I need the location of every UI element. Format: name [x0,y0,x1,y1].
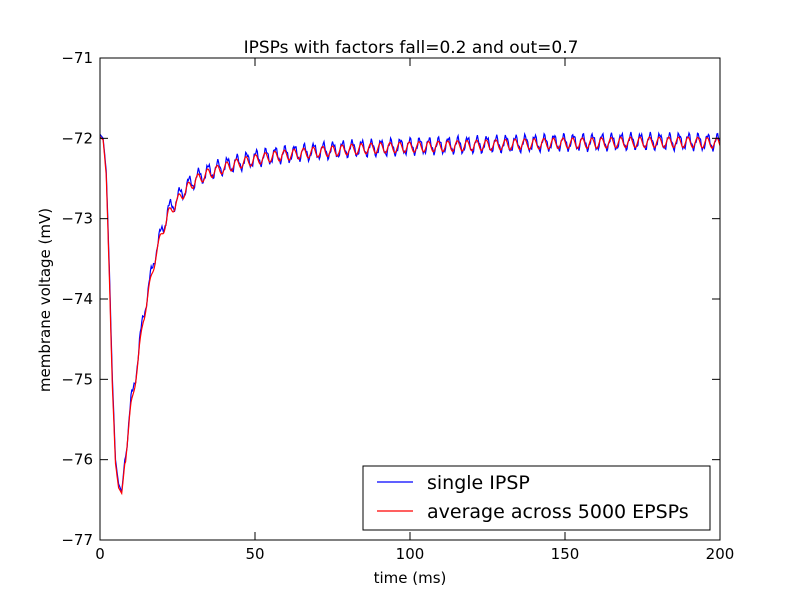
legend-label-average: average across 5000 EPSPs [427,501,689,523]
x-axis-ticks: 0 50 100 150 200 [95,58,734,563]
y-tick-label: −72 [61,129,93,147]
y-axis-ticks: −71 −72 −73 −74 −75 −76 −77 [61,49,720,549]
y-axis-label: membrane voltage (mV) [36,208,54,392]
plot-area [99,131,721,496]
y-tick-label: −73 [61,210,93,228]
y-tick-label: −74 [61,290,93,308]
x-tick-label: 0 [95,545,105,563]
legend: single IPSP average across 5000 EPSPs [362,465,711,531]
x-axis-label: time (ms) [374,569,447,587]
y-tick-label: −75 [61,370,93,388]
x-tick-label: 50 [245,545,264,563]
x-tick-label: 100 [396,545,425,563]
legend-label-single-ipsp: single IPSP [427,472,530,494]
x-tick-label: 150 [551,545,580,563]
y-tick-label: −77 [61,531,93,549]
series-line-1 [99,136,721,496]
x-tick-label: 200 [706,545,735,563]
series-line-0 [99,131,721,493]
y-tick-label: −76 [61,451,93,469]
legend-box [362,465,711,531]
y-tick-label: −71 [61,49,93,67]
chart-title: IPSPs with factors fall=0.2 and out=0.7 [244,38,579,58]
